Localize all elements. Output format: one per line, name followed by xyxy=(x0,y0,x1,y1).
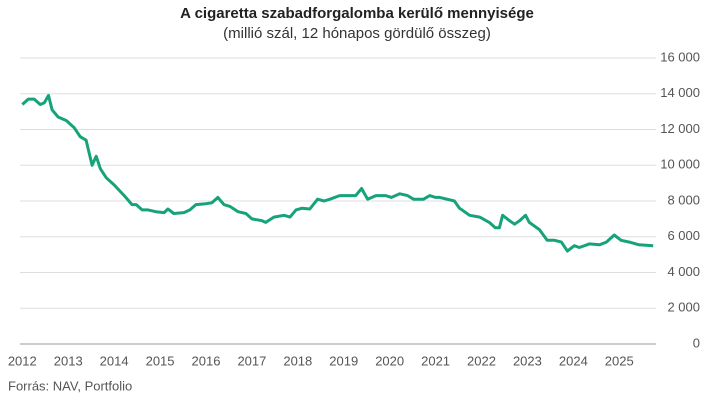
x-tick-label: 2025 xyxy=(605,353,634,368)
x-tick-label: 2017 xyxy=(237,353,266,368)
y-tick-label: 8 000 xyxy=(667,192,700,207)
x-tick-label: 2015 xyxy=(146,353,175,368)
y-tick-label: 10 000 xyxy=(660,157,700,172)
x-tick-label: 2016 xyxy=(192,353,221,368)
x-tick-label: 2023 xyxy=(513,353,542,368)
y-tick-label: 0 xyxy=(693,335,700,350)
y-tick-label: 14 000 xyxy=(660,85,700,100)
y-tick-label: 12 000 xyxy=(660,121,700,136)
x-tick-label: 2018 xyxy=(283,353,312,368)
x-tick-label: 2022 xyxy=(467,353,496,368)
x-tick-label: 2012 xyxy=(8,353,37,368)
x-tick-label: 2021 xyxy=(421,353,450,368)
x-tick-label: 2013 xyxy=(54,353,83,368)
line xyxy=(21,94,654,253)
y-tick-label: 6 000 xyxy=(667,228,700,243)
x-tick-label: 2020 xyxy=(375,353,404,368)
y-tick-label: 4 000 xyxy=(667,264,700,279)
x-tick-label: 2024 xyxy=(559,353,588,368)
x-tick-label: 2014 xyxy=(100,353,129,368)
chart-title: A cigaretta szabadforgalomba kerülő menn… xyxy=(180,5,534,22)
y-tick-label: 2 000 xyxy=(667,300,700,315)
source: Forrás: NAV, Portfolio xyxy=(8,378,132,393)
chart-subtitle: (millió szál, 12 hónapos gördülő összeg) xyxy=(223,25,491,42)
x-tick-label: 2019 xyxy=(329,353,358,368)
y-tick-label: 16 000 xyxy=(660,49,700,64)
